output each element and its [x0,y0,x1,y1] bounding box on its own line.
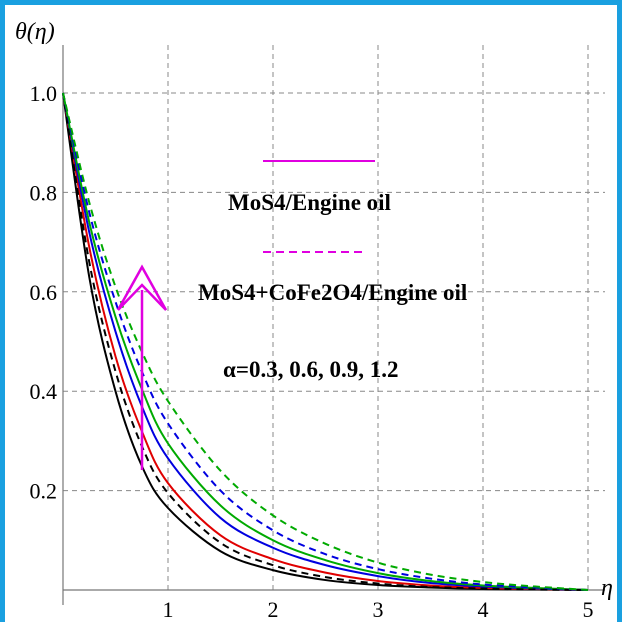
y-axis-title: θ(η) [15,19,55,45]
legend-solid-label: MoS4/Engine oil [228,190,391,215]
tick-labels: 1 2 3 4 5 0.2 0.4 0.6 0.8 1.0 [30,81,594,622]
y-tick-label: 0.2 [30,479,58,504]
x-tick-label: 2 [268,597,279,622]
y-tick-label: 0.8 [30,180,58,205]
axes [62,45,605,605]
x-tick-label: 5 [583,597,594,622]
parameter-label: α=0.3, 0.6, 0.9, 1.2 [223,357,398,382]
arrow-head [116,264,168,311]
curves [62,92,589,591]
series-line-solid-1 [62,92,589,591]
series-line-solid-0 [62,92,589,591]
x-tick-label: 4 [478,597,489,622]
series-line-solid-2 [62,92,589,591]
y-tick-label: 0.4 [30,379,58,404]
legend: MoS4/Engine oil MoS4+CoFe2O4/Engine oil … [198,160,467,382]
x-tick-label: 1 [163,597,174,622]
y-tick-label: 0.6 [30,280,58,305]
series-line-solid-3 [62,92,589,591]
y-tick-label: 1.0 [30,81,58,106]
series-line-dashed-5 [62,92,589,591]
increase-arrow [116,264,168,470]
x-axis-title: η [601,575,613,601]
x-tick-label: 3 [373,597,384,622]
grid [63,45,605,590]
legend-dashed-label: MoS4+CoFe2O4/Engine oil [198,280,467,305]
series-line-dashed-6 [62,92,589,591]
chart-svg: 1 2 3 4 5 0.2 0.4 0.6 0.8 1.0 θ(η) η MoS4/Engine … [15,19,613,622]
